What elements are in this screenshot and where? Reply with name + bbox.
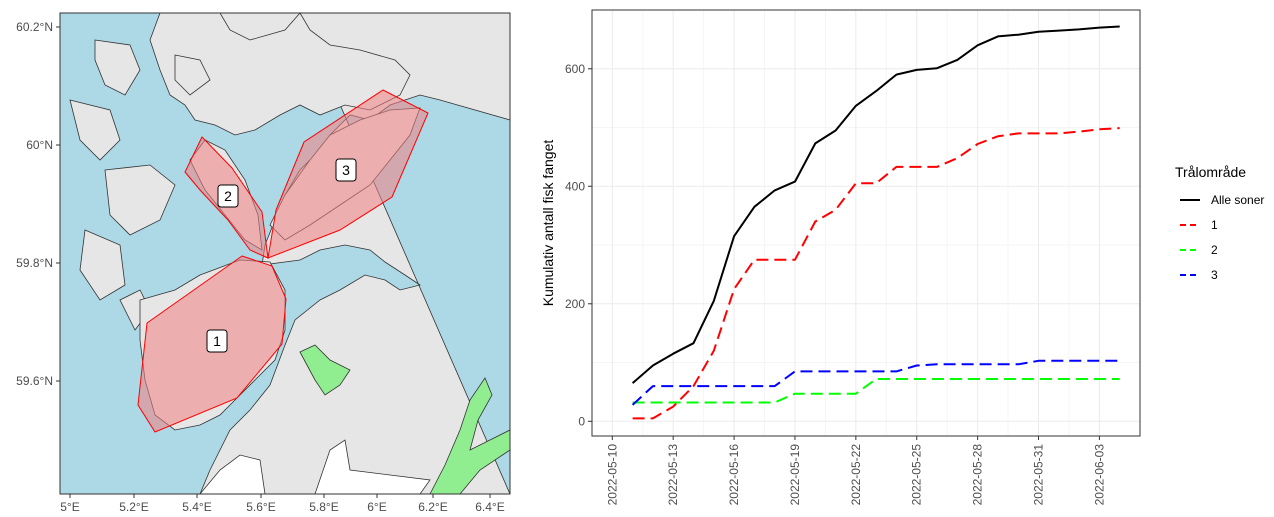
legend: Trålområde Alle soner 1 2 3 bbox=[1175, 164, 1264, 282]
y-tick-label: 400 bbox=[565, 179, 585, 193]
series-line-3 bbox=[631, 359, 1120, 406]
x-tick-label: 2022-05-10 bbox=[605, 444, 619, 506]
lon-label: 6.2°E bbox=[418, 500, 447, 514]
grid-major bbox=[592, 10, 1140, 436]
plot-frame bbox=[591, 9, 1141, 437]
series-line-1 bbox=[632, 127, 1120, 420]
x-tick-label: 2022-05-16 bbox=[727, 444, 741, 506]
grid-minor bbox=[592, 10, 1140, 436]
x-tick-label: 2022-05-13 bbox=[666, 444, 680, 506]
map-lat-axis: 60.2°N 60°N 59.8°N 59.6°N bbox=[16, 20, 60, 388]
lon-label: 6.4°E bbox=[475, 500, 504, 514]
y-tick-label: 0 bbox=[578, 414, 585, 428]
y-tick-label: 200 bbox=[565, 297, 585, 311]
legend-label: Alle soner bbox=[1211, 193, 1264, 207]
zone-label-2: 2 bbox=[224, 188, 232, 204]
map-frame bbox=[59, 12, 511, 495]
series-layer bbox=[631, 25, 1120, 420]
legend-label: 2 bbox=[1211, 243, 1218, 257]
lon-label: 6°E bbox=[367, 500, 386, 514]
lon-label: 5.2°E bbox=[119, 500, 148, 514]
legend-label: 1 bbox=[1211, 218, 1218, 232]
lon-label: 5°E bbox=[60, 500, 79, 514]
map-panel: 1 2 3 60.2°N 60°N 59.8°N 59.6°N bbox=[16, 12, 511, 514]
map-lon-axis: 5°E 5.2°E 5.4°E 5.6°E 5.8°E 6°E 6.2°E 6.… bbox=[60, 494, 505, 514]
lat-label: 59.8°N bbox=[16, 256, 53, 270]
zone-labels: 1 2 3 bbox=[206, 158, 357, 353]
x-axis: 2022-05-10 2022-05-13 2022-05-16 2022-05-19… bbox=[605, 436, 1106, 505]
series-line-alle-soner bbox=[631, 25, 1120, 384]
y-tick-label: 600 bbox=[565, 62, 585, 76]
legend-title: Trålområde bbox=[1175, 164, 1246, 180]
x-tick-label: 2022-05-25 bbox=[910, 444, 924, 506]
y-axis-title: Kumulativ antall fisk fanget bbox=[540, 140, 556, 307]
lat-label: 59.6°N bbox=[16, 374, 53, 388]
zone-label-3: 3 bbox=[342, 162, 350, 178]
plot-panel bbox=[591, 9, 1141, 437]
x-tick-label: 2022-06-03 bbox=[1092, 444, 1106, 506]
x-tick-label: 2022-05-31 bbox=[1032, 444, 1046, 506]
lat-label: 60.2°N bbox=[16, 20, 53, 34]
lat-label: 60°N bbox=[26, 138, 53, 152]
y-axis: 0 200 400 600 bbox=[565, 62, 592, 428]
x-tick-label: 2022-05-28 bbox=[971, 444, 985, 506]
lon-label: 5.6°E bbox=[246, 500, 275, 514]
series-line-2 bbox=[632, 378, 1120, 404]
x-tick-label: 2022-05-19 bbox=[788, 444, 802, 506]
lon-label: 5.4°E bbox=[182, 500, 211, 514]
legend-items: Alle soner 1 2 3 bbox=[1180, 193, 1264, 282]
zone-label-1: 1 bbox=[213, 333, 221, 349]
lon-label: 5.8°E bbox=[309, 500, 338, 514]
legend-label: 3 bbox=[1211, 268, 1218, 282]
x-tick-label: 2022-05-22 bbox=[849, 444, 863, 506]
